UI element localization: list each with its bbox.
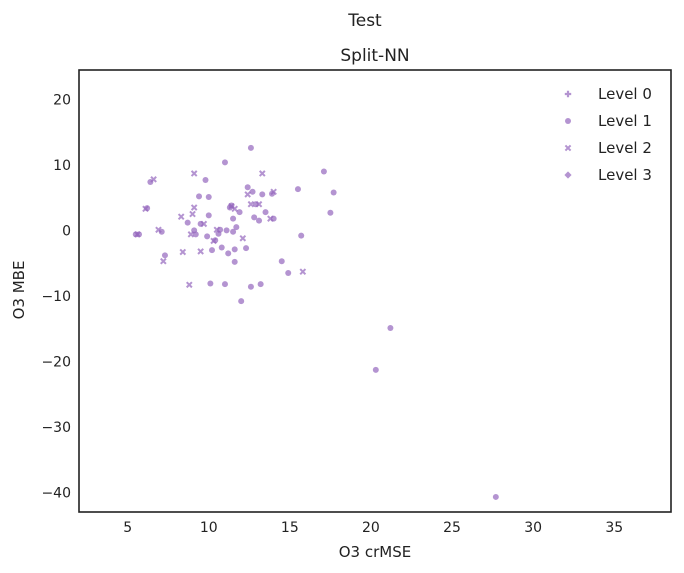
data-point <box>155 226 162 234</box>
data-point <box>196 193 203 200</box>
x-tick-label: 35 <box>605 520 623 536</box>
data-point <box>225 250 232 257</box>
data-point <box>372 366 379 373</box>
data-point <box>189 210 196 218</box>
data-point <box>233 224 240 231</box>
data-point <box>213 226 221 234</box>
legend: Level 0 Level 1 Level 2 Level 3 <box>564 85 652 184</box>
data-point <box>134 231 141 238</box>
data-point <box>179 248 187 256</box>
data-point <box>247 144 254 151</box>
data-point <box>231 258 238 265</box>
data-point <box>160 257 167 265</box>
data-point <box>208 247 215 254</box>
data-point <box>210 237 217 245</box>
data-point <box>259 191 266 198</box>
y-tick-label: −10 <box>41 289 71 305</box>
data-point <box>231 246 238 253</box>
legend-marker <box>565 118 571 124</box>
data-point <box>492 493 499 500</box>
axis-ticks: 5 10 15 20 25 30 35 20 10 0 −10 −20 −30 −40 <box>41 92 623 536</box>
y-tick-label: 20 <box>53 92 71 108</box>
data-point <box>267 215 274 222</box>
data-point <box>190 204 198 211</box>
data-point <box>294 186 301 193</box>
legend-label: Level 3 <box>598 166 652 184</box>
data-point <box>255 200 263 208</box>
data-point <box>299 268 307 275</box>
data-point <box>150 176 157 183</box>
x-axis-label: O3 crMSE <box>339 543 411 561</box>
data-point <box>258 170 266 177</box>
data-point <box>298 232 305 239</box>
data-point <box>161 252 168 259</box>
data-point <box>200 220 208 228</box>
data-point <box>197 248 204 255</box>
data-point <box>207 280 214 287</box>
data-point <box>185 281 193 289</box>
data-point <box>221 281 228 288</box>
legend-label: Level 2 <box>598 139 652 157</box>
data-point <box>244 191 251 198</box>
data-point <box>177 213 185 220</box>
y-tick-label: −30 <box>41 420 71 436</box>
chart-title: Split-NN <box>340 46 409 66</box>
x-tick-label: 5 <box>123 520 132 536</box>
data-point <box>184 219 191 226</box>
x-tick-label: 25 <box>443 520 461 536</box>
data-point <box>278 258 285 265</box>
data-point <box>256 217 263 224</box>
data-point <box>257 281 264 288</box>
data-point <box>204 233 211 240</box>
data-point <box>387 324 394 331</box>
data-point <box>285 269 292 276</box>
data-point <box>244 184 251 191</box>
legend-marker <box>564 171 572 179</box>
legend-label: Level 0 <box>598 85 652 103</box>
legend-label: Level 1 <box>598 112 652 130</box>
figure-suptitle: Test <box>347 11 382 31</box>
data-point <box>243 245 250 252</box>
y-tick-label: −20 <box>41 354 71 370</box>
data-point <box>270 188 277 196</box>
data-point <box>330 189 337 196</box>
data-point <box>192 231 199 238</box>
y-tick-label: 0 <box>62 223 71 239</box>
data-point <box>236 209 243 216</box>
y-tick-label: −40 <box>41 485 71 501</box>
x-tick-label: 30 <box>524 520 542 536</box>
x-tick-label: 15 <box>281 520 299 536</box>
data-point <box>262 209 269 216</box>
data-point <box>218 244 225 251</box>
x-tick-label: 20 <box>362 520 380 536</box>
plot-frame <box>78 69 672 513</box>
data-point <box>247 200 255 208</box>
data-point <box>223 227 230 234</box>
legend-marker <box>564 90 572 98</box>
data-point <box>205 212 212 219</box>
y-tick-label: 10 <box>53 158 71 174</box>
data-point <box>249 188 256 195</box>
data-point <box>202 177 209 184</box>
data-point <box>142 205 149 213</box>
data-point <box>187 231 195 238</box>
data-point <box>320 168 327 175</box>
data-point <box>230 215 237 222</box>
data-point <box>190 170 198 177</box>
data-point <box>231 205 239 213</box>
data-point <box>247 283 254 290</box>
data-point <box>205 194 212 201</box>
data-point <box>251 214 258 221</box>
data-point <box>221 159 228 166</box>
legend-marker <box>564 144 572 152</box>
data-point <box>238 298 245 305</box>
data-points <box>132 144 499 500</box>
y-axis-label: O3 MBE <box>10 261 28 320</box>
data-point <box>230 228 237 235</box>
data-point <box>327 209 334 216</box>
x-tick-label: 10 <box>200 520 218 536</box>
data-point <box>239 234 247 242</box>
